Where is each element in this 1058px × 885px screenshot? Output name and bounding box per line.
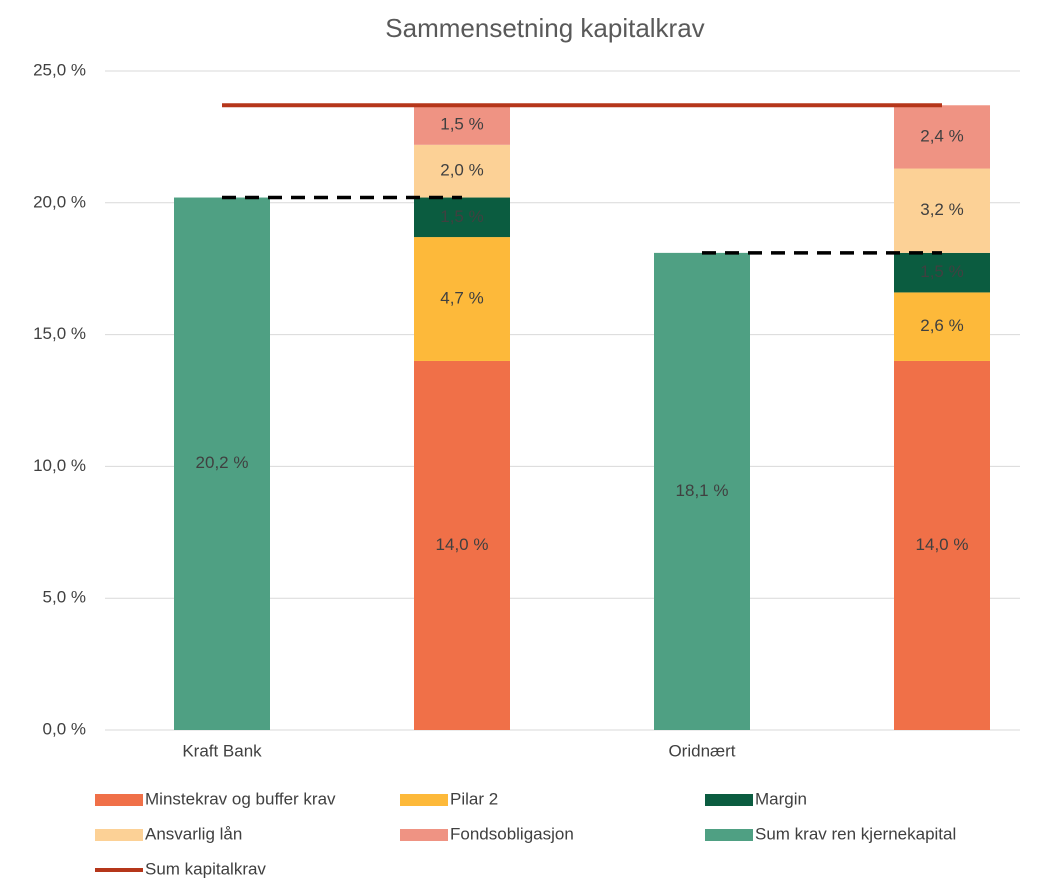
data-label: 2,4 %	[920, 126, 963, 145]
legend-label: Ansvarlig lån	[145, 824, 242, 843]
bar-segment	[174, 197, 270, 730]
data-label: 14,0 %	[436, 535, 489, 554]
chart-title: Sammensetning kapitalkrav	[385, 13, 704, 43]
data-label: 2,6 %	[920, 316, 963, 335]
data-label: 4,7 %	[440, 288, 483, 307]
data-label: 14,0 %	[916, 535, 969, 554]
data-label: 18,1 %	[676, 481, 729, 500]
y-tick-label: 25,0 %	[33, 60, 86, 79]
data-label: 1,5 %	[440, 207, 483, 226]
legend-label: Fondsobligasjon	[450, 824, 574, 843]
data-label: 1,5 %	[440, 115, 483, 134]
legend-swatch	[95, 794, 143, 806]
data-label: 20,2 %	[196, 453, 249, 472]
legend-label: Pilar 2	[450, 789, 498, 808]
x-tick-label: Oridnært	[668, 741, 735, 760]
bar-segment	[894, 168, 990, 253]
bar-segment	[414, 237, 510, 361]
bar-segment	[654, 252, 750, 730]
y-tick-label: 20,0 %	[33, 192, 86, 211]
data-label: 3,2 %	[920, 200, 963, 219]
bar-segment	[414, 197, 510, 238]
y-tick-label: 10,0 %	[33, 456, 86, 475]
legend-swatch	[400, 794, 448, 806]
legend-swatch	[400, 829, 448, 841]
legend-swatch	[95, 829, 143, 841]
bar-segment	[414, 105, 510, 145]
bar-segment	[894, 292, 990, 361]
x-tick-label: Kraft Bank	[182, 741, 262, 760]
legend-label: Minstekrav og buffer krav	[145, 789, 336, 808]
bar-segment	[894, 360, 990, 730]
legend-swatch	[705, 829, 753, 841]
legend-label: Sum kapitalkrav	[145, 859, 266, 878]
bar-segment	[894, 105, 990, 169]
legend-label: Margin	[755, 789, 807, 808]
bar-segment	[414, 360, 510, 730]
data-label: 1,5 %	[920, 262, 963, 281]
legend-label: Sum krav ren kjernekapital	[755, 824, 956, 843]
y-tick-label: 5,0 %	[43, 588, 86, 607]
bar-segment	[414, 144, 510, 198]
legend-swatch	[705, 794, 753, 806]
bar-segment	[894, 252, 990, 293]
y-tick-label: 0,0 %	[43, 719, 86, 738]
y-tick-label: 15,0 %	[33, 324, 86, 343]
data-label: 2,0 %	[440, 161, 483, 180]
